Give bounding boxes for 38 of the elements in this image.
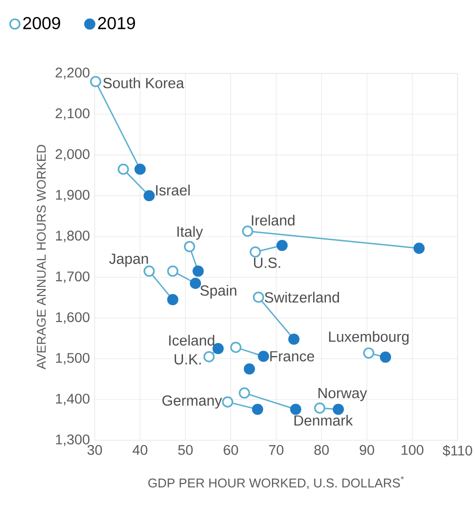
legend-label: 2019 xyxy=(98,16,136,30)
x-tick-label: 80 xyxy=(314,445,329,455)
annotation: Luxembourg xyxy=(329,331,409,345)
y-tick-label: 1,300 xyxy=(56,434,90,446)
y-tick-label: 2,000 xyxy=(56,149,90,161)
x-tick-label: $110 xyxy=(442,445,472,456)
y-tick-label: 1,700 xyxy=(56,271,90,284)
x-tick-label: 70 xyxy=(269,445,284,455)
x-axis-title: GDP PER HOUR WORKED, U.S. DOLLARS$^{*}$ xyxy=(148,476,404,490)
y-tick-label: 1,600 xyxy=(56,312,90,324)
annotation: Italy xyxy=(177,226,203,240)
annotation: Germany xyxy=(162,395,222,409)
annotation: Spain xyxy=(200,284,236,299)
x-tick-label: 60 xyxy=(224,445,238,455)
annotation: Ireland xyxy=(252,214,294,226)
legend-label: 2009 xyxy=(23,16,60,30)
x-tick-label: 30 xyxy=(87,445,102,455)
y-tick-label: 1,800 xyxy=(56,230,90,242)
y-tick-label: 1,400 xyxy=(56,394,90,406)
annotation: Japan xyxy=(109,254,148,267)
annotation: U.K. xyxy=(174,354,201,365)
y-axis-title: AVERAGE ANNUAL HOURS WORKED xyxy=(36,144,46,370)
annotation: Denmark xyxy=(294,414,353,426)
x-tick-label: 40 xyxy=(132,445,148,455)
annotation: Switzerland xyxy=(264,292,340,303)
y-tick-label: 1,500 xyxy=(56,352,90,365)
annotation: France xyxy=(270,351,314,362)
y-tick-label: 2,200 xyxy=(56,68,90,80)
annotation: South Korea xyxy=(103,78,184,88)
x-tick-label: 90 xyxy=(360,445,374,455)
annotation: U.S. xyxy=(254,258,280,268)
y-tick-label: 2,100 xyxy=(56,108,90,120)
annotation: Israel xyxy=(156,184,190,196)
x-tick-label: 100 xyxy=(402,445,424,455)
y-tick-label: 1,900 xyxy=(56,190,90,202)
annotation: Iceland xyxy=(169,334,214,346)
annotation: Norway xyxy=(318,388,368,402)
x-tick-label: 50 xyxy=(178,445,193,455)
